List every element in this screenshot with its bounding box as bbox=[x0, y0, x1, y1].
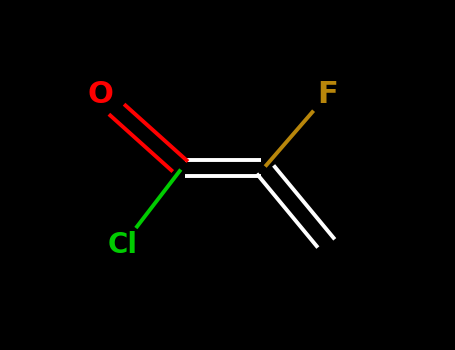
Text: F: F bbox=[317, 80, 338, 109]
Text: O: O bbox=[87, 80, 113, 109]
Text: Cl: Cl bbox=[108, 231, 138, 259]
